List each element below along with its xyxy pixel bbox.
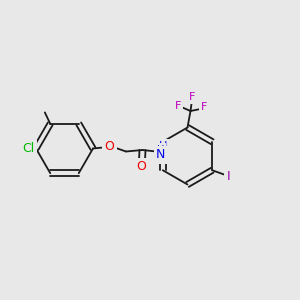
Text: N: N (156, 148, 165, 161)
Text: F: F (189, 92, 195, 102)
Text: I: I (226, 170, 230, 183)
Text: O: O (136, 160, 146, 173)
Text: F: F (201, 102, 207, 112)
Text: H
N: H N (159, 141, 167, 162)
Text: Cl: Cl (22, 142, 34, 155)
Text: H: H (157, 145, 164, 155)
Text: O: O (105, 140, 114, 154)
Text: F: F (175, 100, 181, 111)
